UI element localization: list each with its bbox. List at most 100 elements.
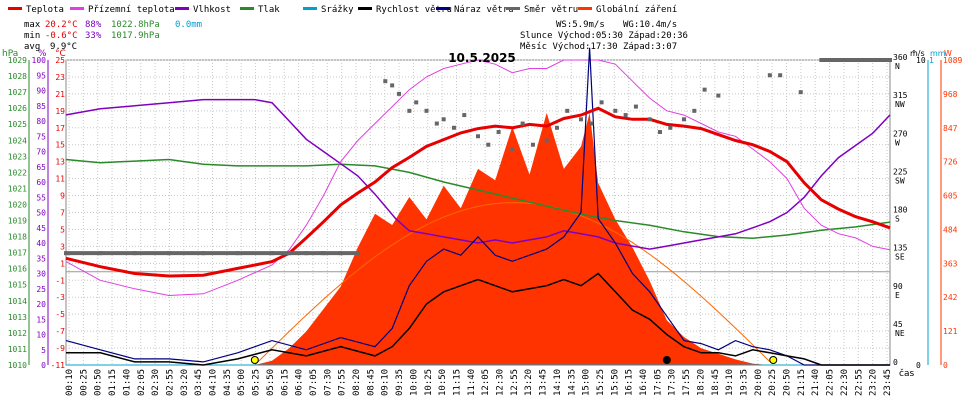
axis-cas-title: čas xyxy=(899,368,914,379)
axis-hpa-tick: 1010 xyxy=(8,361,27,370)
legend-label: Přízemní teplota xyxy=(88,5,175,15)
stat-min-temp: -0.6°C xyxy=(45,31,78,41)
wind-dir-point xyxy=(623,113,628,118)
stat-min-hum: 33% xyxy=(85,31,102,41)
x-tick-label: 03:45 xyxy=(194,369,204,396)
wind-dir-point xyxy=(613,108,618,113)
axis-hpa-title: hPa xyxy=(2,49,18,59)
x-tick-label: 17:55 xyxy=(682,369,692,396)
axis-degc-tick: 15 xyxy=(55,141,65,150)
axis-hpa-tick: 1025 xyxy=(8,120,27,129)
x-tick-label: 13:20 xyxy=(524,369,534,396)
legend-item: Náraz větru xyxy=(436,5,514,15)
x-tick-label: 23:45 xyxy=(883,369,893,396)
axis-pct-tick: 80 xyxy=(36,117,46,126)
x-tick-label: 08:20 xyxy=(352,369,362,396)
axis-degc-tick: -1 xyxy=(55,276,65,285)
axis-pct-tick: 40 xyxy=(36,239,46,248)
wind-dir-point xyxy=(682,117,686,122)
axis-degc-tick: 21 xyxy=(55,90,65,99)
axis-dir-tick: 45 xyxy=(893,320,903,329)
axis-degc-tick: 19 xyxy=(55,107,65,116)
axis-hpa-tick: 1020 xyxy=(8,200,27,209)
axis-hpa-tick: 1012 xyxy=(8,329,27,338)
axis-pct-tick: 85 xyxy=(36,102,46,111)
axis-hpa-tick: 1023 xyxy=(8,152,27,161)
x-tick-label: 03:20 xyxy=(180,369,190,396)
legend-item: Rychlost větru xyxy=(358,5,452,15)
x-tick-label: 14:35 xyxy=(567,369,577,396)
legend-swatch xyxy=(578,7,592,10)
axis-hpa-tick: 1021 xyxy=(8,184,27,193)
axis-dir-tick: 135 xyxy=(893,244,908,253)
x-tick-label: 04:35 xyxy=(223,369,233,396)
legend-swatch xyxy=(70,7,84,10)
legend-item: Vlhkost xyxy=(175,5,231,15)
legend-item: Přízemní teplota xyxy=(70,5,175,15)
wind-dir-point xyxy=(397,91,402,96)
axis-dir-label: SE xyxy=(895,253,905,262)
legend-swatch xyxy=(303,7,317,10)
axis-degc-tick: -3 xyxy=(55,293,65,302)
legend-label: Srážky xyxy=(321,5,354,15)
axis-wm2-tick: 968 xyxy=(943,90,958,99)
axis-wm2-tick: 726 xyxy=(943,158,958,167)
axis-wm2-tick: 242 xyxy=(943,293,958,302)
wind-dir-point xyxy=(390,83,395,88)
axis-dir-tick: 360 xyxy=(893,53,908,62)
x-tick-label: 12:30 xyxy=(496,369,506,396)
axis-dir-tick: 225 xyxy=(893,167,908,176)
axis-hpa-tick: 1015 xyxy=(8,281,27,290)
wind-dir-point xyxy=(462,113,467,118)
wind-dir-point xyxy=(767,73,772,78)
axis-pct-tick: 70 xyxy=(36,148,46,157)
wind-dir-point xyxy=(544,138,549,143)
wind-dir-point xyxy=(441,117,446,122)
x-tick-label: 00:50 xyxy=(94,369,104,396)
x-tick-label: 12:55 xyxy=(510,369,520,396)
sunset-marker xyxy=(769,356,778,364)
moonrise-marker xyxy=(662,356,671,364)
series-globalni-zareni xyxy=(66,112,890,366)
axis-ms-tick: 0 xyxy=(916,361,921,370)
stat-min-label: min xyxy=(24,31,40,41)
axis-degc-tick: 1 xyxy=(60,259,65,268)
axis-pct-tick: 25 xyxy=(36,285,46,294)
axis-wm2-tick: 121 xyxy=(943,327,958,336)
series-vlhkost xyxy=(65,98,891,250)
axis-hpa-tick: 1016 xyxy=(8,265,27,274)
x-tick-label: 13:45 xyxy=(539,369,549,396)
x-tick-label: 07:05 xyxy=(309,369,319,396)
wind-dir-point xyxy=(579,117,583,122)
axis-pct-tick: 20 xyxy=(36,300,46,309)
axis-pct-tick: 35 xyxy=(36,254,46,263)
axis-dir-label: E xyxy=(895,291,900,300)
axis-dir-label: N xyxy=(895,62,900,71)
axis-pct-tick: 15 xyxy=(36,315,46,324)
axis-degc-tick: 13 xyxy=(55,158,65,167)
axis-degc-tick: 11 xyxy=(55,175,65,184)
wind-dir-point xyxy=(554,125,559,130)
axis-wm2-tick: 605 xyxy=(943,192,958,201)
axis-pct-tick: 75 xyxy=(36,132,46,141)
axis-pct-tick: 0 xyxy=(41,361,46,370)
wind-dir-point xyxy=(668,125,673,130)
x-tick-label: 20:50 xyxy=(783,369,793,396)
wind-dir-point xyxy=(692,108,697,113)
axis-degc-tick: 9 xyxy=(60,192,65,201)
x-tick-label: 16:40 xyxy=(639,369,649,396)
x-tick-label: 10:00 xyxy=(409,369,419,396)
wind-dir-point xyxy=(589,121,594,126)
x-tick-label: 08:45 xyxy=(366,369,376,396)
axis-degc-title: °C xyxy=(55,49,66,59)
info-sun: Slunce Východ:05:30 Západ:20:36 xyxy=(520,31,688,41)
x-tick-label: 12:05 xyxy=(481,369,491,396)
axis-degc-tick: 25 xyxy=(55,56,65,65)
wind-dir-point xyxy=(496,130,501,135)
stat-max-label: max xyxy=(24,20,41,30)
axis-pct-tick: 90 xyxy=(36,87,46,96)
legend-label: Směr větru xyxy=(524,5,578,15)
axis-hpa-tick: 1022 xyxy=(8,168,27,177)
axis-pct-tick: 50 xyxy=(36,209,46,218)
x-tick-label: 07:30 xyxy=(323,369,333,396)
